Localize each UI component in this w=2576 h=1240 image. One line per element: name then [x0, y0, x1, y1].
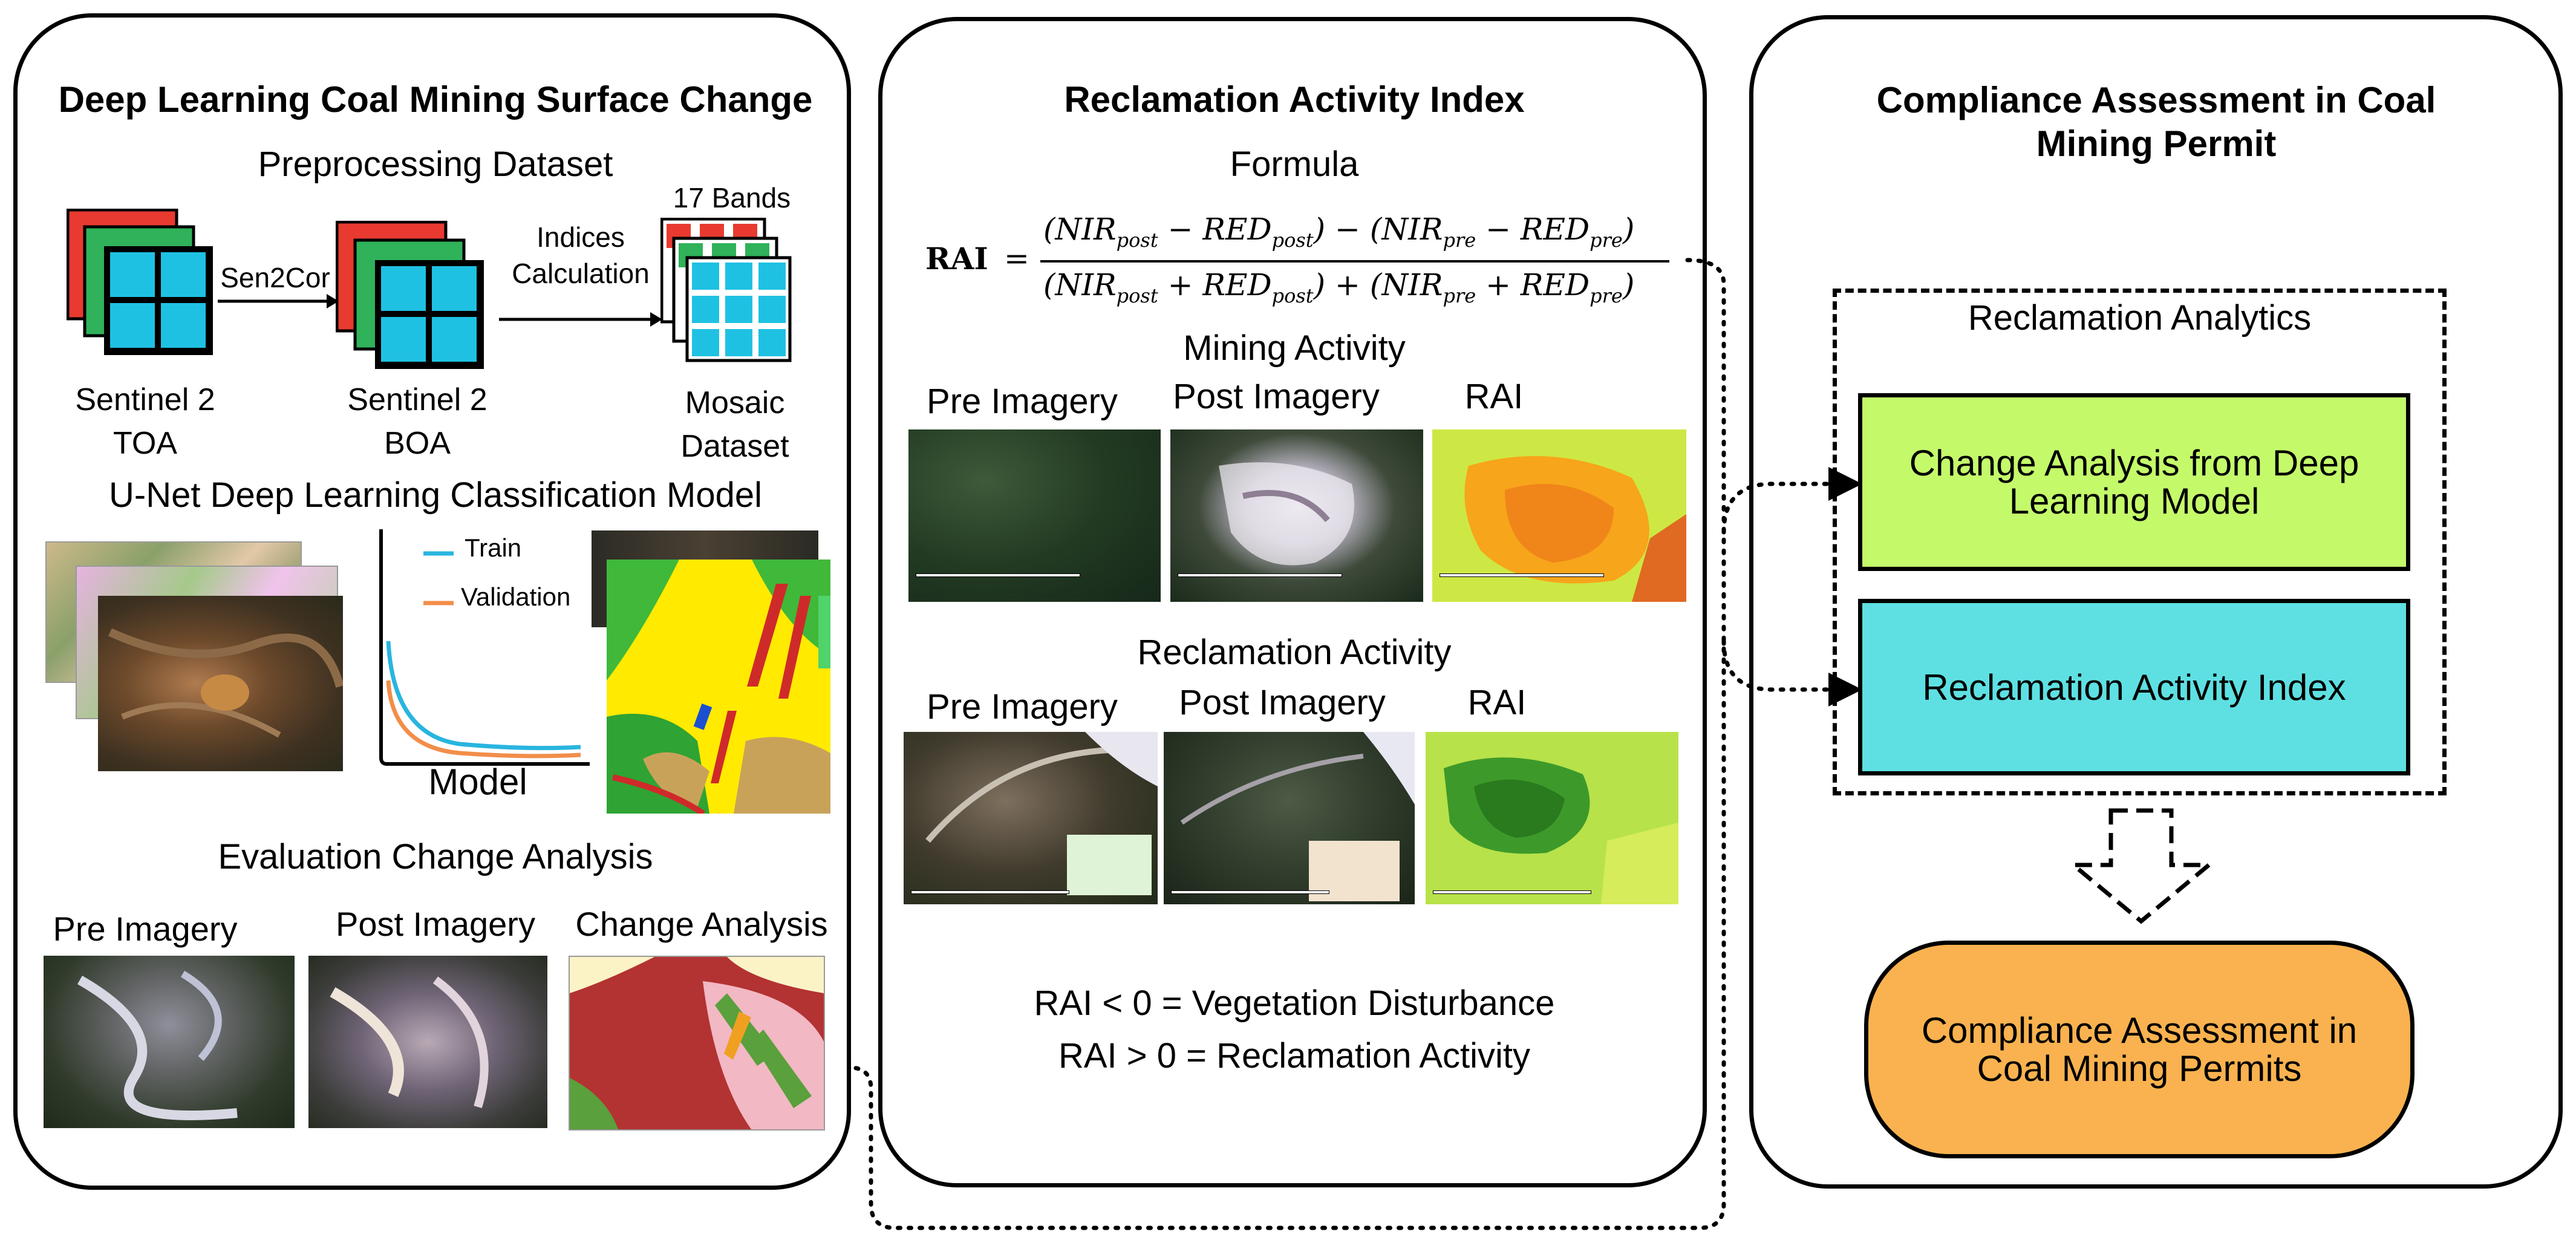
formula-denominator: (NIRpost + REDpost) + (NIRpre + REDpre) [1043, 267, 1635, 307]
reclamation-analytics-heading: Reclamation Analytics [1968, 298, 2312, 338]
mining-pre-image [908, 429, 1161, 602]
toa-label: Sentinel 2 TOA [75, 382, 215, 461]
reclamation-index-box: Reclamation Activity Index [1858, 599, 2410, 775]
scale-bar [1171, 890, 1329, 894]
train-curve [386, 641, 581, 751]
scale-bar [1433, 890, 1591, 894]
bands-label: 17 Bands [673, 182, 791, 214]
panel3-title: Compliance Assessment in Coal Mining Per… [1876, 80, 2436, 164]
mining-rai-label: RAI [1464, 377, 1524, 416]
chart-axes [379, 529, 590, 766]
recl-pre-label: Pre Imagery [927, 687, 1118, 726]
eval-change-image [569, 956, 825, 1131]
scale-bar [1440, 573, 1604, 577]
mining-activity-heading: Mining Activity [1183, 328, 1406, 368]
eval-pre-image [44, 956, 295, 1128]
panel1-title: Deep Learning Coal Mining Surface Change [58, 79, 813, 120]
rule-reclamation: RAI > 0 = Reclamation Activity [1058, 1036, 1531, 1075]
dotted-link-rai-box [1721, 639, 1862, 706]
down-arrow-icon [2069, 808, 2214, 924]
panel-reclamation-index [878, 17, 1707, 1187]
validation-curve [386, 680, 581, 759]
indices-label: Indices Calculation [512, 221, 650, 289]
eval-post-label: Post Imagery [336, 905, 535, 943]
formula-numerator: (NIRpost − REDpost) − (NIRpre − REDpre) [1043, 212, 1635, 252]
reclamation-analytics-frame [1833, 289, 2447, 795]
recl-post-image [1164, 732, 1415, 904]
evaluation-heading: Evaluation Change Analysis [218, 837, 653, 876]
recl-pre-image [904, 732, 1158, 904]
mining-rai-image [1432, 429, 1686, 602]
unet-heading: U-Net Deep Learning Classification Model [109, 475, 762, 515]
legend-validation-label: Validation [461, 582, 571, 611]
input-image-front [98, 596, 343, 771]
boa-label: Sentinel 2 BOA [347, 382, 487, 461]
training-curve-chart [379, 529, 590, 766]
formula-fraction-bar [1040, 260, 1669, 263]
mining-post-label: Post Imagery [1173, 377, 1380, 416]
recl-rai-image [1426, 732, 1678, 904]
scale-bar [1178, 573, 1342, 577]
mining-pre-label: Pre Imagery [927, 382, 1118, 421]
sentinel-toa-stack-icon [67, 209, 213, 355]
eval-change-label: Change Analysis [575, 905, 828, 943]
classification-map [607, 560, 830, 814]
formula-heading: Formula [1230, 145, 1359, 184]
scale-bar [911, 890, 1069, 894]
scale-bar [916, 573, 1080, 577]
formula-lhs: RAI [925, 241, 988, 276]
compliance-box: Compliance Assessment in Coal Mining Per… [1864, 941, 2415, 1158]
dotted-link-change-box [1721, 467, 1862, 535]
recl-rai-label: RAI [1467, 683, 1527, 722]
mosaic-label: Mosaic Dataset [680, 385, 789, 464]
arrow-right-icon [499, 312, 662, 327]
sentinel-boa-stack-icon [336, 221, 484, 369]
mining-post-image [1170, 429, 1423, 602]
eval-pre-label: Pre Imagery [53, 910, 238, 948]
arrow-right-icon [218, 294, 339, 308]
mosaic-stack-icon [660, 218, 792, 362]
sen2cor-label: Sen2Cor [220, 262, 330, 293]
model-label: Model [428, 762, 527, 802]
legend-train-label: Train [465, 534, 522, 562]
reclamation-activity-heading: Reclamation Activity [1137, 633, 1452, 672]
rule-disturbance: RAI < 0 = Vegetation Disturbance [1034, 984, 1555, 1023]
preprocessing-heading: Preprocessing Dataset [258, 145, 613, 184]
panel2-title: Reclamation Activity Index [1064, 79, 1525, 120]
recl-post-label: Post Imagery [1179, 683, 1386, 722]
eval-post-image [308, 956, 547, 1128]
dotted-link-panel1-panel2 [847, 258, 1726, 1230]
